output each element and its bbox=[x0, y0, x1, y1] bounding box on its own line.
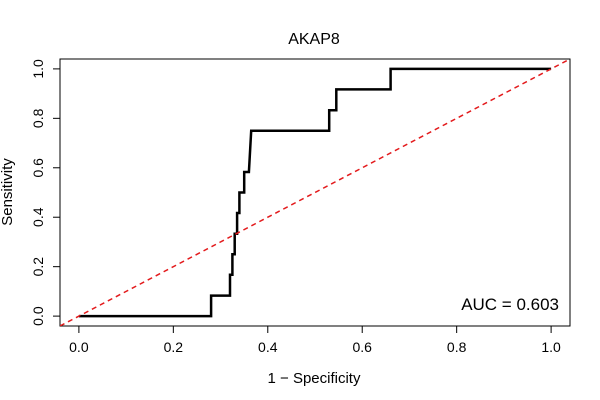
y-axis: 0.0 0.2 0.4 0.6 0.8 1.0 bbox=[30, 59, 61, 326]
diagonal-reference-line bbox=[60, 59, 570, 326]
roc-curve bbox=[78, 67, 552, 318]
x-axis-label: 1 − Specificity bbox=[268, 370, 361, 387]
x-tick-label: 0.8 bbox=[447, 339, 467, 355]
auc-annotation: AUC = 0.603 bbox=[461, 295, 559, 314]
x-tick-label: 0.0 bbox=[69, 339, 89, 355]
y-tick-label: 0.8 bbox=[30, 108, 46, 128]
y-tick-label: 0.0 bbox=[30, 306, 46, 326]
x-tick-label: 0.4 bbox=[258, 339, 278, 355]
y-tick-label: 0.2 bbox=[30, 257, 46, 277]
x-tick-label: 0.2 bbox=[164, 339, 184, 355]
x-tick-label: 0.6 bbox=[352, 339, 372, 355]
chart-title: AKAP8 bbox=[288, 31, 340, 48]
x-axis: 0.0 0.2 0.4 0.6 0.8 1.0 bbox=[69, 325, 561, 355]
y-tick-label: 0.6 bbox=[30, 158, 46, 178]
y-tick-label: 1.0 bbox=[30, 59, 46, 79]
y-axis-label: Sensitivity bbox=[0, 158, 16, 226]
series-layer bbox=[60, 59, 570, 326]
x-tick-label: 1.0 bbox=[541, 339, 561, 355]
y-tick-label: 0.4 bbox=[30, 207, 46, 227]
